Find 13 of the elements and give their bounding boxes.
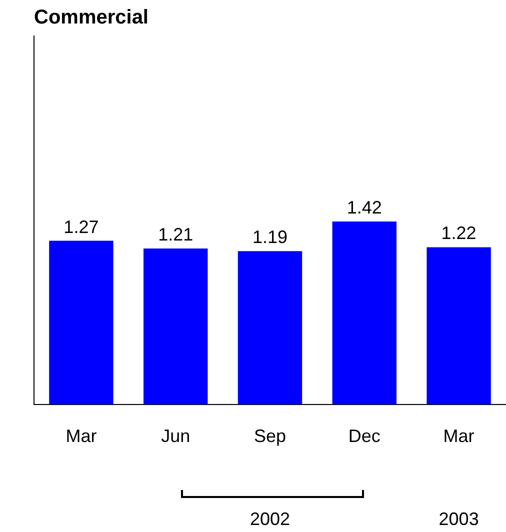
data-label: 1.22 <box>441 223 476 244</box>
text: 2002 <box>250 509 290 529</box>
chart-title: Commercial <box>34 6 148 29</box>
x-tick-label: Dec <box>348 426 380 446</box>
data-label: 1.19 <box>252 227 288 248</box>
x-tick-label: Mar <box>443 426 474 446</box>
x-tick-label: Sep <box>254 426 286 446</box>
x-tick-label: Jun <box>161 426 190 446</box>
data-label: 1.42 <box>346 197 382 218</box>
data-label: 1.27 <box>64 216 99 237</box>
x-tick-label: Mar <box>66 426 97 446</box>
text: 2003 <box>438 509 479 529</box>
data-label: 1.21 <box>158 224 194 245</box>
